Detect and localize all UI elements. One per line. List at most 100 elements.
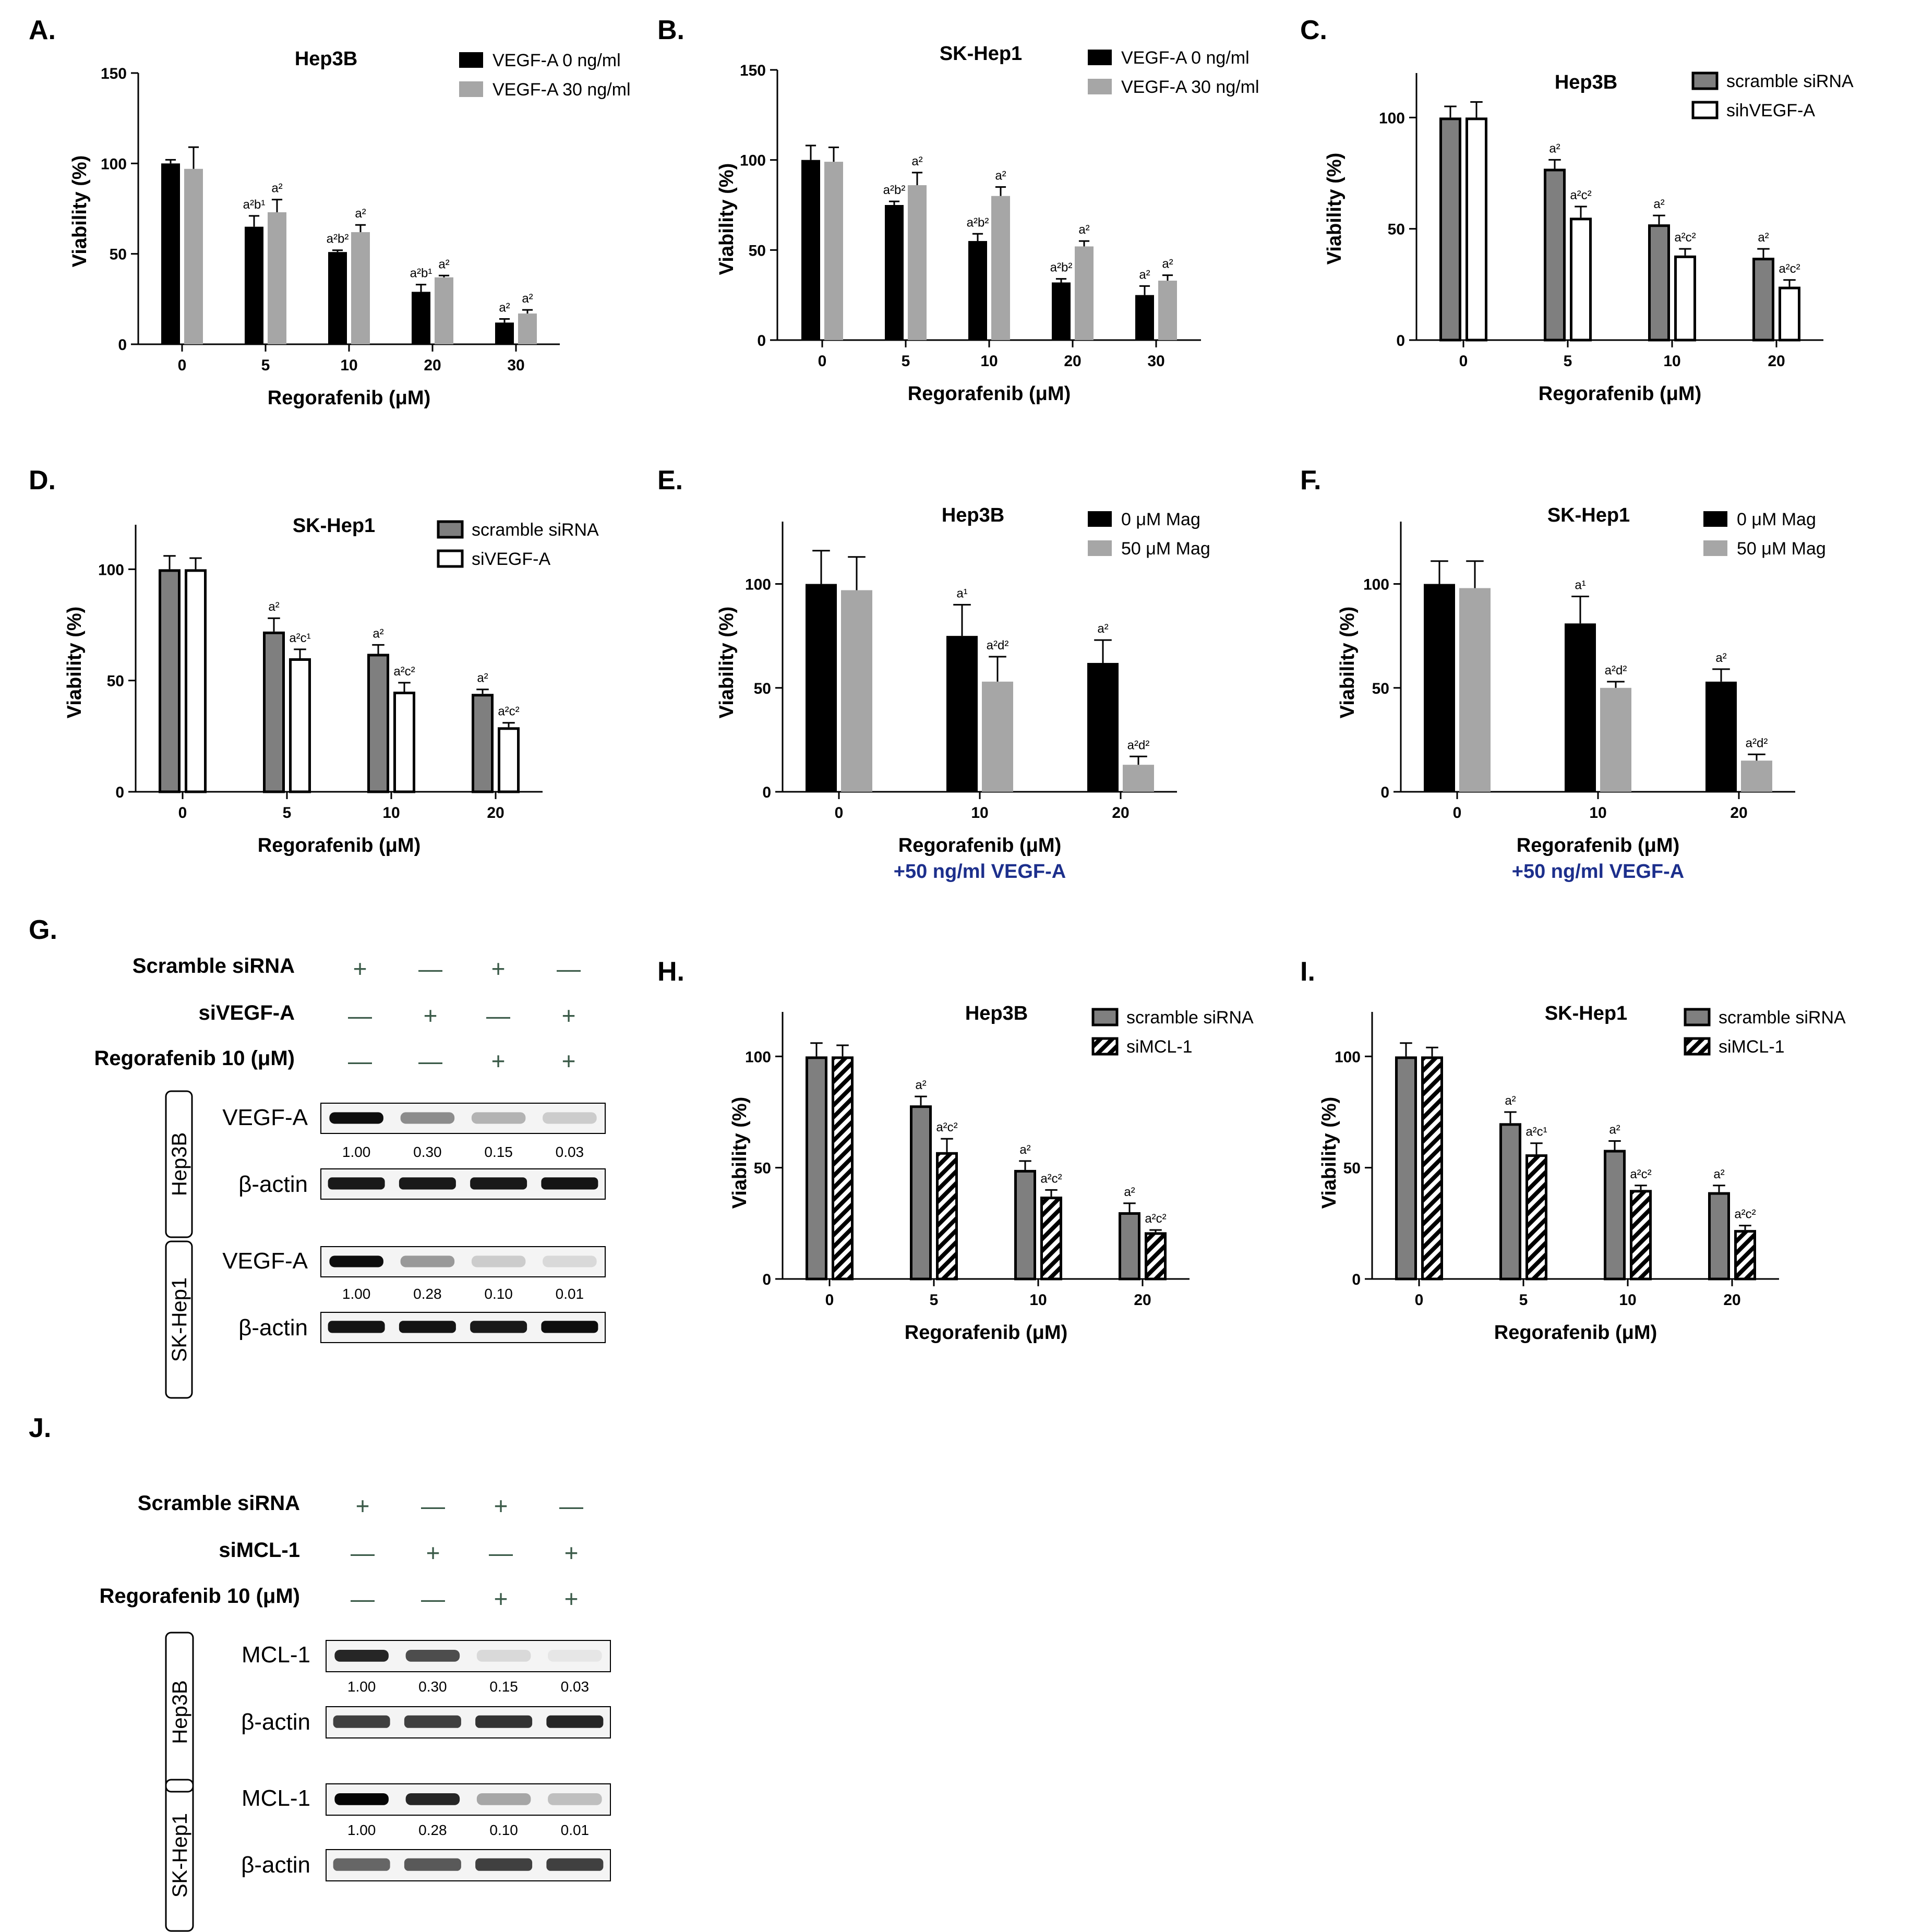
x-tick-label: 0: [1415, 1291, 1424, 1309]
significance-label: a²: [1758, 231, 1769, 245]
significance-label: a²c²: [393, 665, 415, 679]
legend-swatch: [1088, 511, 1112, 527]
target-band: [334, 1793, 389, 1805]
bar: [968, 241, 987, 340]
bar: [1119, 1212, 1140, 1281]
legend-swatch: [1091, 1037, 1119, 1056]
significance-label: a²: [373, 626, 383, 641]
legend-swatch: [437, 549, 464, 568]
y-tick-label: 100: [745, 576, 771, 594]
significance-label: a²c²: [1674, 231, 1696, 245]
x-axis-title: Regorafenib (μM): [268, 387, 430, 409]
significance-label: a²c²: [1779, 262, 1800, 276]
x-axis-title: Regorafenib (μM): [1517, 835, 1679, 856]
control-band: [399, 1321, 456, 1333]
significance-label: a²: [355, 207, 366, 221]
control-label: β-actin: [238, 1315, 308, 1341]
control-band: [475, 1715, 533, 1728]
bar: [161, 163, 180, 344]
bar: [1604, 1150, 1626, 1281]
significance-label: a²: [915, 1078, 926, 1092]
control-label: β-actin: [238, 1172, 308, 1197]
bar: [1544, 168, 1566, 342]
cell-line-label: Hep3B: [168, 1132, 191, 1196]
bar-chart-0: A. Hep3B 0 50 100 150 Viability (%) 0 5 a²b¹ a² 10 a…: [29, 15, 631, 409]
x-axis-title: Regorafenib (μM): [1539, 383, 1701, 405]
bar: [1052, 282, 1071, 340]
x-tick-label: 20: [1112, 804, 1129, 822]
legend-label: 0 μM Mag: [1121, 510, 1200, 529]
control-band: [333, 1858, 390, 1871]
y-tick-label: 0: [762, 784, 771, 801]
blot-group-1: SK-Hep1 VEGF-A 1.00 0.28 0.10 0.01 β-actin: [165, 1240, 606, 1399]
control-label: β-actin: [241, 1852, 310, 1878]
panel-label: C.: [1300, 15, 1327, 45]
bar: [1565, 623, 1596, 792]
y-tick-label: 100: [1379, 110, 1405, 127]
bar: [518, 313, 537, 344]
bar: [268, 212, 286, 344]
target-label: MCL-1: [242, 1785, 310, 1811]
control-band: [541, 1177, 598, 1190]
significance-label: a²: [522, 292, 533, 306]
legend-label: 50 μM Mag: [1121, 539, 1210, 559]
control-band: [475, 1858, 533, 1871]
treatment-sign: —: [348, 1002, 372, 1029]
cell-line-label: Hep3B: [169, 1680, 191, 1744]
x-tick-label: 0: [178, 357, 187, 374]
treatment-sign: —: [348, 1047, 372, 1074]
western-blot-0: G. Scramble siRNA + — + — siVEGF-A — + — + Regorafe…: [29, 915, 606, 1399]
x-tick-label: 10: [1029, 1291, 1047, 1309]
y-axis-title: Viability (%): [1318, 1097, 1340, 1209]
significance-label: a²: [1139, 268, 1150, 282]
significance-label: a²: [268, 600, 279, 614]
cell-line-frame: [165, 1090, 193, 1238]
blot-group-1: SK-Hep1 MCL-1 1.00 0.28 0.10 0.01 β-actin: [165, 1779, 611, 1932]
significance-label: a²: [1713, 1167, 1724, 1181]
control-band: [404, 1858, 461, 1871]
bar: [328, 252, 347, 344]
significance-label: a²b¹: [410, 267, 433, 281]
bar: [472, 694, 494, 793]
quantification: 0.30: [418, 1679, 447, 1695]
bar: [289, 658, 311, 793]
chart-title: Hep3B: [295, 48, 357, 70]
x-axis-title: Regorafenib (μM): [905, 1322, 1067, 1344]
treatment-sign: +: [353, 955, 367, 982]
control-band: [333, 1715, 390, 1728]
bar: [1752, 258, 1774, 342]
bar-chart-6: H. Hep3B 0 50 100 Viability (%) 0 5 a² a²c² 10 a² a²…: [657, 957, 1254, 1344]
control-band: [541, 1321, 598, 1333]
significance-label: a²: [1019, 1143, 1030, 1157]
x-axis-title: Regorafenib (μM): [258, 835, 421, 856]
legend-label: scramble siRNA: [472, 520, 599, 540]
panel-label: G.: [29, 915, 57, 945]
bar-chart-1: B. SK-Hep1 0 50 100 150 Viability (%) 0 5 a²b² a² 1…: [657, 15, 1259, 405]
x-tick-label: 20: [1768, 353, 1785, 370]
bar: [1459, 588, 1491, 792]
quantification: 1.00: [347, 1679, 376, 1695]
y-axis-title: Viability (%): [69, 155, 91, 268]
bar: [1439, 117, 1461, 342]
target-band: [400, 1255, 455, 1267]
quantification: 0.03: [561, 1679, 590, 1695]
bar: [824, 162, 843, 340]
treatment-sign: +: [494, 1492, 508, 1519]
y-tick-label: 100: [745, 1048, 771, 1066]
bar: [1674, 255, 1696, 342]
bar: [435, 277, 453, 344]
bar: [1424, 584, 1455, 792]
x-tick-label: 10: [340, 357, 357, 374]
y-tick-label: 50: [1388, 221, 1405, 238]
significance-label: a²: [1505, 1094, 1516, 1108]
cell-line-label: SK-Hep1: [168, 1277, 191, 1362]
bar-chart-7: I. SK-Hep1 0 50 100 Viability (%) 0 5 a² a²c¹ 10 a²…: [1300, 957, 1846, 1344]
quantification: 0.01: [561, 1822, 590, 1838]
bar: [1779, 286, 1800, 342]
legend-swatch: [437, 520, 464, 539]
control-band: [470, 1321, 527, 1333]
significance-label: a²: [1124, 1185, 1135, 1199]
target-band: [329, 1255, 383, 1267]
target-band: [405, 1650, 460, 1662]
